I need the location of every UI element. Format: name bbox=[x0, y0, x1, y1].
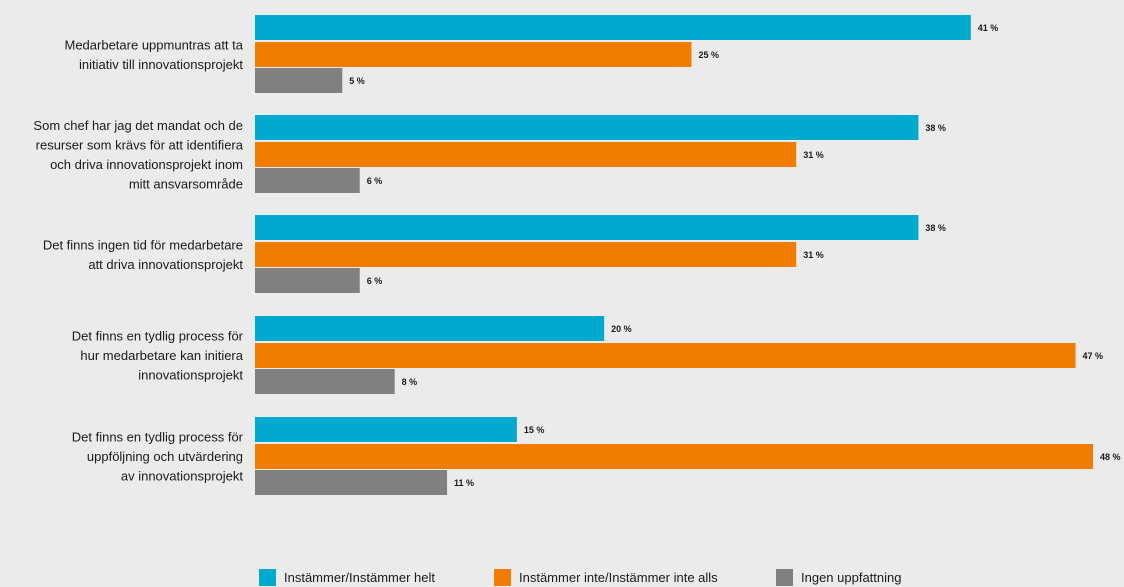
category-label: initiativ till innovationsprojekt bbox=[79, 57, 243, 72]
category-label: Det finns ingen tid för medarbetare bbox=[43, 237, 243, 252]
bar bbox=[255, 369, 395, 394]
value-label: 6 % bbox=[367, 276, 383, 286]
value-label: 15 % bbox=[524, 425, 545, 435]
category-label: Det finns en tydlig process för bbox=[72, 329, 244, 344]
legend-swatch bbox=[776, 569, 793, 586]
legend-swatch bbox=[259, 569, 276, 586]
category-label: mitt ansvarsområde bbox=[129, 176, 243, 191]
value-label: 5 % bbox=[349, 76, 365, 86]
category-label: av innovationsprojekt bbox=[121, 469, 244, 484]
bar bbox=[255, 242, 797, 267]
bar bbox=[255, 15, 971, 40]
value-label: 47 % bbox=[1083, 351, 1104, 361]
legend-swatch bbox=[494, 569, 511, 586]
category-label: Medarbetare uppmuntras att ta bbox=[65, 37, 244, 52]
value-label: 20 % bbox=[611, 324, 632, 334]
bar bbox=[255, 115, 919, 140]
value-label: 6 % bbox=[367, 176, 383, 186]
category-label: att driva innovationsprojekt bbox=[88, 257, 243, 272]
legend-label: Ingen uppfattning bbox=[801, 570, 901, 585]
bar bbox=[255, 68, 343, 93]
bar bbox=[255, 268, 360, 293]
category-label: innovationsprojekt bbox=[138, 368, 243, 383]
bar bbox=[255, 470, 448, 495]
category-label: hur medarbetare kan initiera bbox=[80, 348, 243, 363]
category-label: resurser som krävs för att identifiera bbox=[36, 137, 244, 152]
category-label: Det finns en tydlig process för bbox=[72, 430, 244, 445]
bar bbox=[255, 444, 1093, 469]
bar bbox=[255, 343, 1076, 368]
bar bbox=[255, 215, 919, 240]
value-label: 48 % bbox=[1100, 452, 1121, 462]
bar bbox=[255, 168, 360, 193]
category-label: uppföljning och utvärdering bbox=[87, 449, 243, 464]
value-label: 31 % bbox=[803, 150, 824, 160]
bar bbox=[255, 142, 797, 167]
value-label: 8 % bbox=[402, 377, 418, 387]
bar bbox=[255, 316, 605, 341]
value-label: 38 % bbox=[925, 123, 946, 133]
category-label: Som chef har jag det mandat och de bbox=[33, 118, 243, 133]
bar bbox=[255, 417, 517, 442]
legend-label: Instämmer/Instämmer helt bbox=[284, 570, 435, 585]
value-label: 38 % bbox=[925, 223, 946, 233]
legend-label: Instämmer inte/Instämmer inte alls bbox=[519, 570, 718, 585]
value-label: 11 % bbox=[454, 478, 474, 488]
value-label: 25 % bbox=[698, 50, 719, 60]
bar bbox=[255, 42, 692, 67]
category-label: och driva innovationsprojekt inom bbox=[50, 157, 243, 172]
value-label: 41 % bbox=[978, 23, 999, 33]
value-label: 31 % bbox=[803, 250, 824, 260]
